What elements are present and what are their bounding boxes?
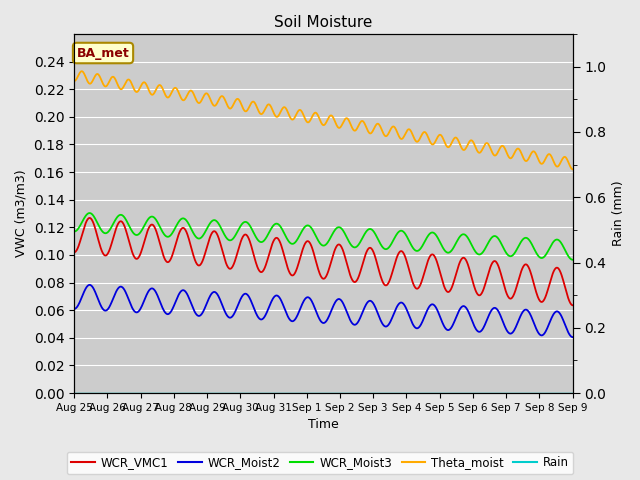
WCR_Moist2 (122, 289, 129, 295)
WCR_Moist2 (273, 293, 280, 299)
Theta_moist (413, 139, 420, 144)
WCR_VMC1 (569, 302, 577, 308)
Line: Theta_moist: Theta_moist (74, 71, 573, 169)
WCR_Moist3 (70, 228, 78, 234)
Rain (459, 390, 467, 396)
Rain (569, 390, 577, 396)
Rain (413, 390, 420, 396)
WCR_VMC1 (70, 249, 78, 255)
WCR_VMC1 (291, 271, 298, 277)
Rain (468, 390, 476, 396)
Theta_moist (569, 167, 577, 172)
Theta_moist (122, 80, 129, 86)
WCR_VMC1 (468, 277, 476, 283)
Rain (290, 390, 298, 396)
WCR_VMC1 (273, 235, 280, 241)
Y-axis label: VWC (m3/m3): VWC (m3/m3) (15, 170, 28, 257)
WCR_Moist3 (86, 210, 93, 216)
WCR_VMC1 (413, 286, 420, 291)
WCR_Moist3 (413, 248, 420, 254)
Rain (272, 390, 280, 396)
Theta_moist (468, 138, 476, 144)
Line: WCR_Moist2: WCR_Moist2 (74, 285, 573, 337)
Rain (121, 390, 129, 396)
X-axis label: Time: Time (308, 419, 339, 432)
Theta_moist (460, 147, 467, 153)
WCR_Moist3 (122, 216, 129, 222)
WCR_Moist2 (86, 282, 93, 288)
Line: WCR_Moist3: WCR_Moist3 (74, 213, 573, 260)
WCR_Moist3 (273, 221, 280, 227)
Title: Soil Moisture: Soil Moisture (274, 15, 372, 30)
WCR_Moist2 (70, 306, 78, 312)
WCR_Moist3 (291, 240, 298, 246)
WCR_Moist2 (569, 334, 577, 340)
WCR_Moist2 (413, 325, 420, 331)
WCR_Moist3 (468, 243, 476, 249)
WCR_Moist2 (460, 303, 467, 309)
Theta_moist (291, 115, 298, 121)
Y-axis label: Rain (mm): Rain (mm) (612, 181, 625, 246)
Text: BA_met: BA_met (77, 47, 129, 60)
Rain (70, 390, 78, 396)
WCR_Moist2 (468, 319, 476, 324)
WCR_Moist3 (460, 231, 467, 237)
Theta_moist (273, 114, 280, 120)
WCR_VMC1 (122, 226, 129, 232)
WCR_Moist3 (569, 257, 577, 263)
WCR_VMC1 (460, 255, 467, 261)
WCR_VMC1 (86, 215, 93, 221)
Theta_moist (78, 68, 86, 74)
Legend: WCR_VMC1, WCR_Moist2, WCR_Moist3, Theta_moist, Rain: WCR_VMC1, WCR_Moist2, WCR_Moist3, Theta_… (67, 452, 573, 474)
Line: WCR_VMC1: WCR_VMC1 (74, 218, 573, 305)
Theta_moist (70, 78, 78, 84)
WCR_Moist2 (291, 317, 298, 323)
